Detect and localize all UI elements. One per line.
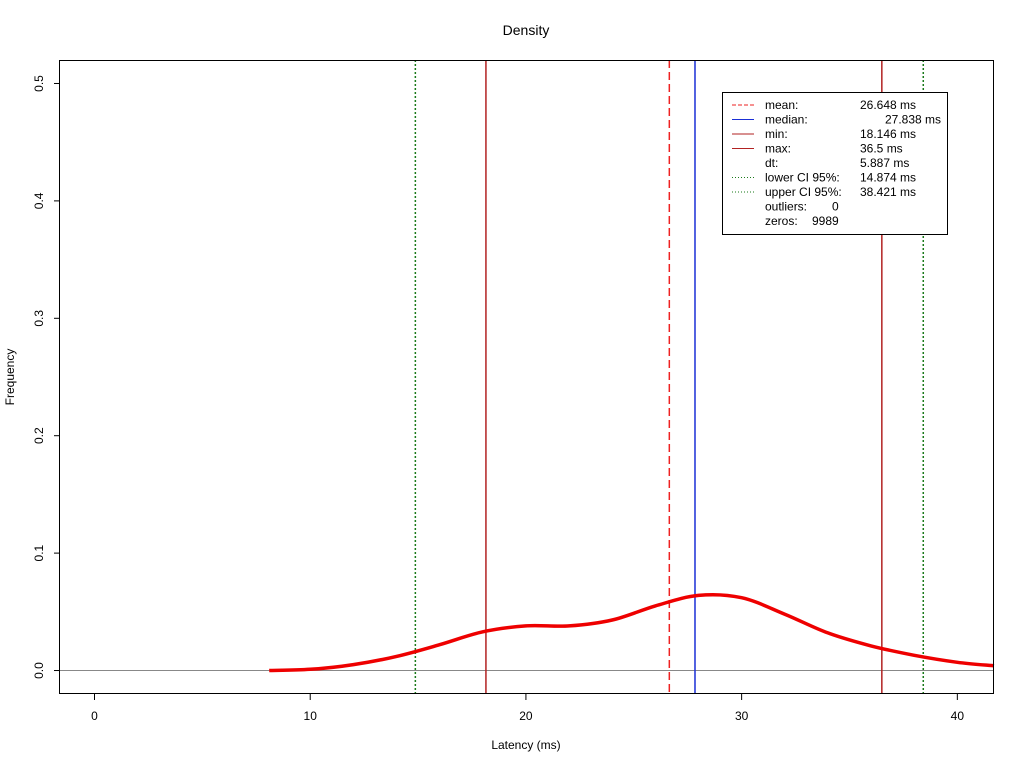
axes: 0 10 20 30 40 0.0 0.1 0.2 0.3 0.4 0.5 bbox=[32, 75, 964, 723]
y-tick-label: 0.4 bbox=[32, 192, 46, 209]
y-axis-label: Frequency bbox=[3, 349, 17, 406]
legend-value-1: 27.838 ms bbox=[885, 113, 941, 127]
legend-value-6: 38.421 ms bbox=[860, 185, 916, 199]
legend: mean: 26.648 ms median: 27.838 ms min: 18.146… bbox=[722, 92, 948, 235]
legend-value-8: 9989 bbox=[812, 214, 839, 228]
y-tick-label: 0.0 bbox=[32, 662, 46, 679]
density-curve-0 bbox=[269, 592, 995, 673]
legend-label-3: max: bbox=[765, 142, 791, 156]
legend-box bbox=[722, 92, 948, 235]
x-tick-label: 30 bbox=[735, 709, 749, 723]
y-tick-label: 0.2 bbox=[32, 427, 46, 444]
y-tick-label: 0.3 bbox=[32, 310, 46, 327]
legend-value-4: 5.887 ms bbox=[860, 156, 909, 170]
y-tick-label: 0.1 bbox=[32, 544, 46, 561]
legend-value-5: 14.874 ms bbox=[860, 171, 916, 185]
x-tick-label: 40 bbox=[951, 709, 965, 723]
legend-label-5: lower CI 95%: bbox=[765, 171, 840, 185]
legend-value-2: 18.146 ms bbox=[860, 127, 916, 141]
legend-label-1: median: bbox=[765, 113, 808, 127]
legend-label-6: upper CI 95%: bbox=[765, 185, 842, 199]
legend-value-7: 0 bbox=[832, 200, 839, 214]
plot-border bbox=[59, 60, 994, 694]
legend-label-8: zeros: bbox=[765, 214, 798, 228]
x-axis-label: Latency (ms) bbox=[491, 738, 560, 752]
x-tick-label: 20 bbox=[519, 709, 533, 723]
legend-value-0: 26.648 ms bbox=[860, 98, 916, 112]
chart-title: Density bbox=[503, 22, 550, 38]
y-tick-label: 0.5 bbox=[32, 75, 46, 92]
legend-label-7: outliers: bbox=[765, 200, 807, 214]
legend-label-2: min: bbox=[765, 127, 788, 141]
plot-area bbox=[60, 60, 995, 694]
legend-label-0: mean: bbox=[765, 98, 798, 112]
x-tick-label: 10 bbox=[304, 709, 318, 723]
x-tick-label: 0 bbox=[91, 709, 98, 723]
legend-label-4: dt: bbox=[765, 156, 778, 170]
legend-value-3: 36.5 ms bbox=[860, 142, 903, 156]
